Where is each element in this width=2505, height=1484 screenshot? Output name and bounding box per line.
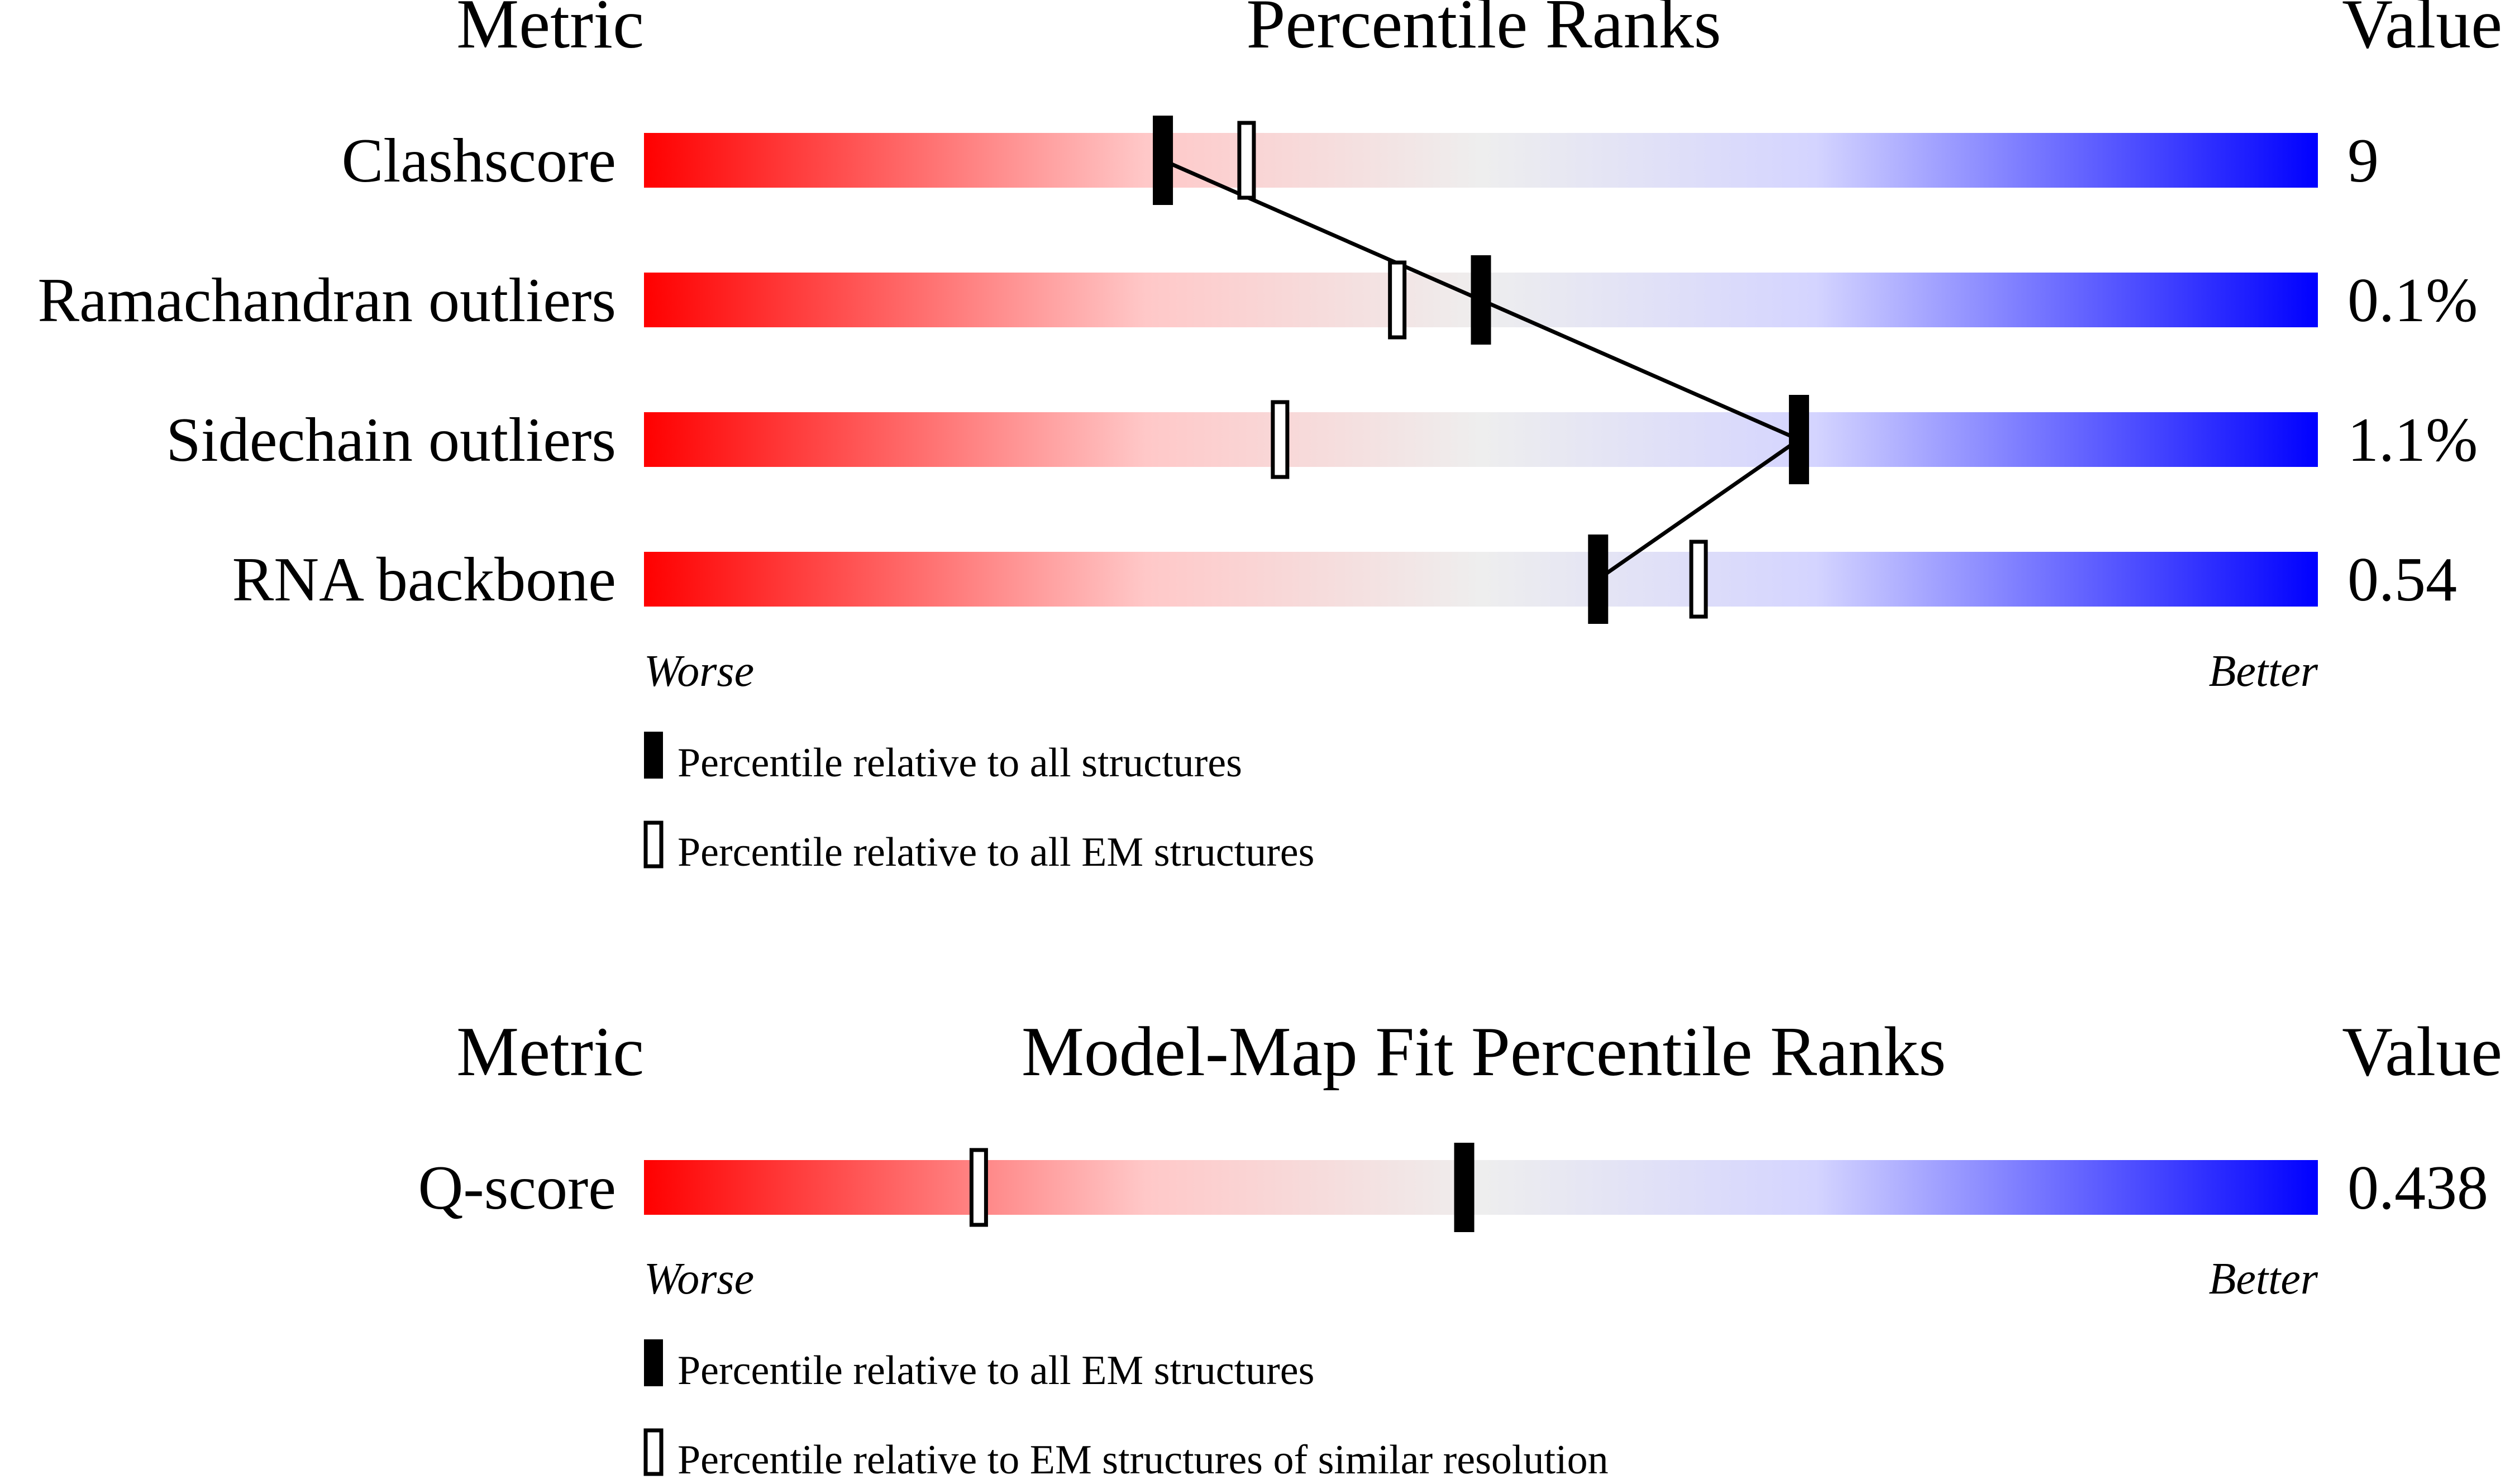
open-percentile-marker [1237,121,1256,200]
metric-value: 0.54 [2347,545,2457,614]
value-header: Value [2342,1013,2502,1091]
chart-title: Percentile Ranks [1246,0,1721,63]
value-header: Value [2342,0,2502,63]
legend-label: Percentile relative to all structures [677,740,1242,786]
open-percentile-marker [1271,400,1290,479]
open-percentile-marker [1689,540,1708,619]
legend-label: Percentile relative to EM structures of … [677,1437,1609,1481]
chart-title: Model-Map Fit Percentile Ranks [1022,1013,1946,1091]
worse-label: Worse [644,1254,754,1304]
percentile-bar [644,1160,2318,1215]
metric-value: 9 [2347,126,2379,195]
filled-percentile-marker [1454,1143,1475,1232]
legend-filled-marker [644,732,663,779]
metric-label: RNA backbone [232,545,616,614]
better-label: Better [2209,1254,2318,1304]
metric-label: Ramachandran outliers [37,266,616,335]
percentile-bar [644,552,2318,607]
percentile-bar [644,412,2318,467]
filled-percentile-marker [1153,116,1173,205]
metric-header: Metric [456,0,644,63]
metric-label: Q-score [418,1153,616,1223]
filled-percentile-marker [1471,255,1491,345]
metric-value: 0.1% [2347,266,2478,335]
percentile-panel-0: Metric Percentile Ranks Value Clashscore 9 Ra… [37,0,2502,875]
legend-label: Percentile relative to all EM structures [677,1348,1314,1394]
legend-open-marker [643,1428,664,1476]
metric-label: Clashscore [342,126,616,195]
legend-open-marker [643,820,664,869]
metric-header: Metric [456,1013,644,1091]
legend-filled-marker [644,1339,663,1386]
open-percentile-marker [969,1148,988,1227]
filled-percentile-marker [1588,535,1609,624]
worse-label: Worse [644,647,754,696]
percentile-connector-line [1162,158,1803,581]
metric-value: 0.438 [2347,1153,2488,1223]
better-label: Better [2209,647,2318,696]
percentile-panel-1: Metric Model-Map Fit Percentile Ranks Valu… [418,1013,2502,1483]
metric-label: Sidechain outliers [166,405,616,475]
percentile-bar [644,133,2318,188]
metric-value: 1.1% [2347,405,2478,475]
open-percentile-marker [1388,260,1407,340]
filled-percentile-marker [1788,395,1809,484]
legend-label: Percentile relative to all EM structures [677,829,1314,875]
